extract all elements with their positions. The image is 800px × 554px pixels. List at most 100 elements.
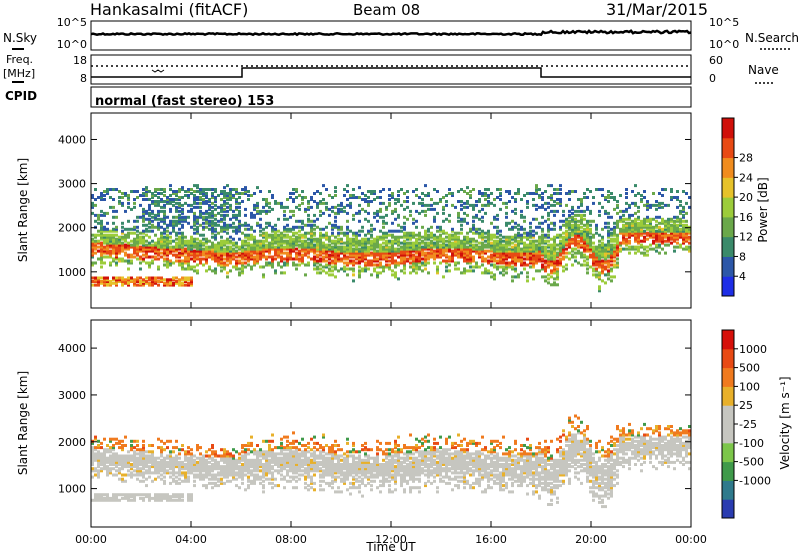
power-cell xyxy=(214,198,217,201)
power-cell xyxy=(586,245,589,249)
velocity-cell xyxy=(127,454,130,458)
power-cell xyxy=(565,237,568,241)
power-cell xyxy=(532,239,535,243)
power-cell xyxy=(208,205,211,209)
power-cell xyxy=(244,251,247,255)
power-cell xyxy=(331,273,334,277)
power-cell xyxy=(277,229,280,233)
power-cell xyxy=(409,255,412,259)
power-cell xyxy=(535,239,538,243)
velocity-cell xyxy=(226,471,229,475)
power-cell xyxy=(220,243,223,247)
power-cell xyxy=(586,221,589,225)
power-cell xyxy=(193,253,196,257)
power-cell xyxy=(472,188,475,191)
power-cell xyxy=(169,251,172,255)
power-cell xyxy=(373,211,376,215)
power-cell xyxy=(430,245,433,249)
power-cell xyxy=(535,231,538,235)
power-cell xyxy=(145,281,148,285)
power-cell xyxy=(658,243,661,247)
power-cell xyxy=(112,205,115,209)
power-cell xyxy=(655,239,658,243)
power-cell xyxy=(532,247,535,251)
power-cell xyxy=(514,263,517,267)
power-cell xyxy=(211,213,214,217)
power-cell xyxy=(649,229,652,233)
velocity-cell xyxy=(130,439,133,443)
power-cell xyxy=(547,265,550,269)
velocity-cell xyxy=(205,458,208,462)
power-cell xyxy=(283,251,286,255)
velocity-cell xyxy=(193,469,196,473)
velocity-cell xyxy=(106,469,109,473)
power-cell xyxy=(220,269,223,273)
power-cell xyxy=(619,243,622,247)
power-cell xyxy=(127,241,130,245)
power-cell xyxy=(511,209,514,213)
velocity-cell xyxy=(217,477,220,481)
power-cell xyxy=(106,221,109,225)
velocity-cell xyxy=(109,471,112,475)
power-cell xyxy=(574,221,577,225)
velocity-cell xyxy=(190,496,193,500)
velocity-cell xyxy=(190,495,193,499)
power-cell xyxy=(370,223,373,227)
nsearch-tick-bottom: 10^0 xyxy=(709,38,739,51)
power-cell xyxy=(292,225,295,229)
power-cell xyxy=(616,219,619,223)
velocity-cell xyxy=(127,469,130,473)
power-cell xyxy=(196,231,199,235)
velocity-cell xyxy=(121,496,124,500)
power-cell xyxy=(625,209,628,213)
velocity-cell xyxy=(106,465,109,469)
power-cell xyxy=(142,219,145,223)
power-cell xyxy=(415,255,418,259)
power-cell xyxy=(574,229,577,233)
velocity-cell xyxy=(220,456,223,460)
velocity-cell xyxy=(157,467,160,471)
power-cell xyxy=(685,223,688,227)
velocity-cell xyxy=(232,448,235,452)
power-cell xyxy=(193,269,196,273)
power-cell xyxy=(499,249,502,253)
power-cell xyxy=(541,198,544,201)
power-cell xyxy=(172,229,175,233)
power-cell xyxy=(586,225,589,229)
power-cell xyxy=(157,192,160,195)
power-cell xyxy=(589,237,592,241)
power-cell xyxy=(208,249,211,253)
power-cell xyxy=(136,215,139,219)
power-cell xyxy=(514,207,517,211)
power-cell xyxy=(328,237,331,241)
power-cell xyxy=(547,225,550,229)
power-cell xyxy=(634,184,637,188)
power-cell xyxy=(574,255,577,259)
power-cell xyxy=(115,257,118,261)
power-cell xyxy=(673,231,676,235)
power-cell xyxy=(412,263,415,267)
power-cell xyxy=(586,255,589,259)
power-cell xyxy=(391,221,394,225)
power-cell xyxy=(505,235,508,239)
power-cell xyxy=(355,241,358,245)
power-cell xyxy=(418,211,421,215)
power-cell xyxy=(274,229,277,233)
power-cell xyxy=(415,249,418,253)
power-cell xyxy=(181,219,184,223)
velocity-cell xyxy=(169,475,172,479)
power-cell xyxy=(433,201,436,205)
power-cell xyxy=(586,267,589,271)
power-cell xyxy=(271,196,274,199)
power-cell xyxy=(394,275,397,279)
power-cell xyxy=(421,261,424,265)
power-cell xyxy=(466,241,469,245)
power-cell xyxy=(628,203,631,207)
power-cell xyxy=(193,237,196,241)
velocity-cell xyxy=(202,475,205,479)
power-cell xyxy=(466,249,469,253)
power-cell xyxy=(316,267,319,271)
power-cell xyxy=(370,253,373,257)
power-cell xyxy=(541,265,544,269)
velocity-cell xyxy=(109,496,112,500)
